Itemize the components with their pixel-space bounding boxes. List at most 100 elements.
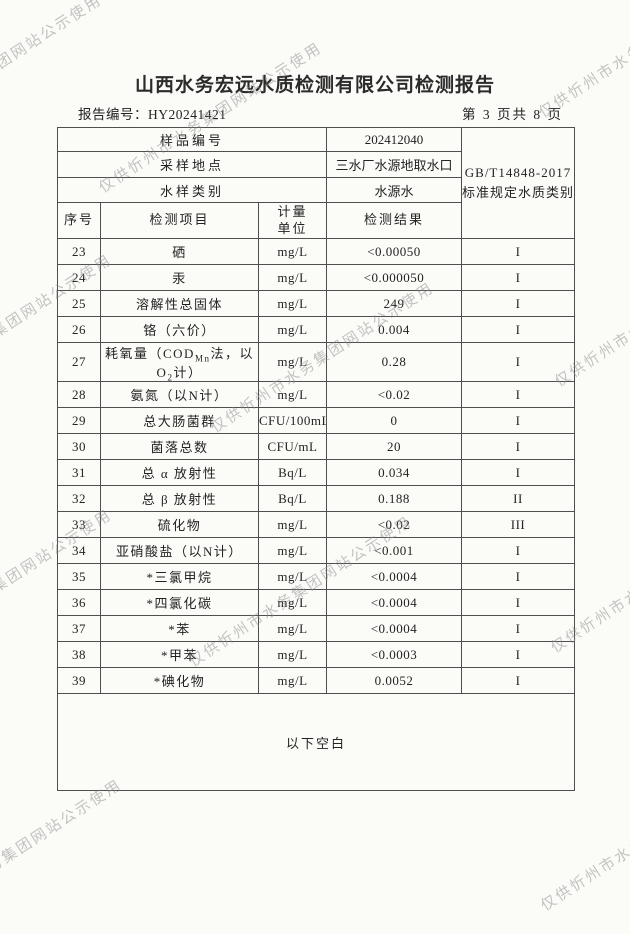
unit: mg/L [258, 589, 327, 616]
result: <0.000050 [326, 264, 462, 291]
item-label: 总 β 放射性 [100, 485, 259, 512]
category: I [461, 316, 575, 343]
result: <0.0003 [326, 641, 462, 668]
row-no: 32 [57, 485, 101, 512]
unit: CFU/100mL [258, 407, 327, 434]
item-label: 铬（六价） [100, 316, 259, 343]
item-label: 亚硝酸盐（以N计） [100, 537, 259, 564]
item-label: *碘化物 [100, 667, 259, 694]
row-no: 31 [57, 459, 101, 486]
blank-note: 以下空白 [57, 693, 575, 791]
unit: mg/L [258, 667, 327, 694]
category: I [461, 407, 575, 434]
col-header-no: 序号 [57, 202, 101, 239]
column-header-row: 序号 检测项目 计量 单位 检测结果 [57, 202, 575, 239]
table-row: 35 *三氯甲烷 mg/L <0.0004 I [57, 563, 575, 590]
table-row: 36 *四氯化碳 mg/L <0.0004 I [57, 589, 575, 616]
unit: mg/L [258, 381, 327, 408]
category: I [461, 563, 575, 590]
unit: mg/L [258, 238, 327, 265]
category: III [461, 511, 575, 538]
unit: mg/L [258, 641, 327, 668]
category: I [461, 641, 575, 668]
results-table: 样品编号 202412040 GB/T14848-2017 标准规定水质类别 采… [57, 127, 575, 791]
table-row: 32 总 β 放射性 Bq/L 0.188 II [57, 485, 575, 512]
row-no: 24 [57, 264, 101, 291]
category: I [461, 342, 575, 382]
unit: mg/L [258, 316, 327, 343]
result: 0.188 [326, 485, 462, 512]
row-no: 29 [57, 407, 101, 434]
category: I [461, 589, 575, 616]
unit: mg/L [258, 511, 327, 538]
unit: mg/L [258, 537, 327, 564]
water-type-label: 水样类别 [57, 177, 327, 203]
result: 0.28 [326, 342, 462, 382]
standard-category-cell: GB/T14848-2017 标准规定水质类别 [461, 127, 575, 239]
category: I [461, 537, 575, 564]
unit: CFU/mL [258, 433, 327, 460]
table-row: 27 耗氧量（CODMn法，以O2计） mg/L 0.28 I [57, 342, 575, 382]
result: <0.02 [326, 511, 462, 538]
col-header-unit-line1: 计量 [277, 204, 308, 220]
item-label: 汞 [100, 264, 259, 291]
category: II [461, 485, 575, 512]
col-header-item: 检测项目 [100, 202, 259, 239]
result: 0.034 [326, 459, 462, 486]
row-no: 26 [57, 316, 101, 343]
unit: mg/L [258, 290, 327, 317]
item-label: 硒 [100, 238, 259, 265]
category: I [461, 238, 575, 265]
row-no: 28 [57, 381, 101, 408]
item-label: 总 α 放射性 [100, 459, 259, 486]
result: 20 [326, 433, 462, 460]
table-row: 34 亚硝酸盐（以N计） mg/L <0.001 I [57, 537, 575, 564]
table-row: 26 铬（六价） mg/L 0.004 I [57, 316, 575, 343]
col-header-unit: 计量 单位 [258, 202, 327, 239]
result: 0.004 [326, 316, 462, 343]
table-row: 31 总 α 放射性 Bq/L 0.034 I [57, 459, 575, 486]
table-row: 24 汞 mg/L <0.000050 I [57, 264, 575, 291]
table-row: 37 *苯 mg/L <0.0004 I [57, 615, 575, 642]
standard-desc: 标准规定水质类别 [462, 185, 575, 200]
row-no: 35 [57, 563, 101, 590]
report-title: 山西水务宏远水质检测有限公司检测报告 [134, 75, 495, 96]
sampling-site-value: 三水厂水源地取水口 [326, 151, 462, 178]
result: <0.02 [326, 381, 462, 408]
item-label: 菌落总数 [100, 433, 259, 460]
item-label: 溶解性总固体 [100, 290, 259, 317]
sample-no-label: 样品编号 [57, 127, 327, 152]
item-label: *三氯甲烷 [100, 563, 259, 590]
table-row: 23 硒 mg/L <0.00050 I [57, 238, 575, 265]
item-label: *甲苯 [100, 641, 259, 668]
col-header-result: 检测结果 [326, 202, 462, 239]
unit: mg/L [258, 563, 327, 590]
table-row: 30 菌落总数 CFU/mL 20 I [57, 433, 575, 460]
row-no: 37 [57, 615, 101, 642]
item-label: 氨氮（以N计） [100, 381, 259, 408]
result: 0.0052 [326, 667, 462, 694]
result: <0.001 [326, 537, 462, 564]
unit: Bq/L [258, 459, 327, 486]
item-label: *四氯化碳 [100, 589, 259, 616]
row-no: 36 [57, 589, 101, 616]
item-label: 总大肠菌群 [100, 407, 259, 434]
result: <0.0004 [326, 615, 462, 642]
page-number-info: 第 3 页共 8 页 [462, 107, 563, 122]
sample-no-value: 202412040 [326, 127, 462, 152]
col-header-unit-line2: 单位 [277, 220, 308, 236]
unit: mg/L [258, 264, 327, 291]
unit: Bq/L [258, 485, 327, 512]
row-no: 27 [57, 342, 101, 382]
table-row: 38 *甲苯 mg/L <0.0003 I [57, 641, 575, 668]
category: I [461, 615, 575, 642]
table-row: 28 氨氮（以N计） mg/L <0.02 I [57, 381, 575, 408]
row-no: 25 [57, 290, 101, 317]
category: I [461, 264, 575, 291]
standard-code: GB/T14848-2017 [464, 164, 572, 180]
report-meta: 报告编号：HY20241421 第 3 页共 8 页 [57, 103, 574, 123]
results-body: 23 硒 mg/L <0.00050 I 24 汞 mg/L <0.000050 I 25 溶解性总固… [57, 238, 575, 694]
result: 0 [326, 407, 462, 434]
info-row-sample-no: 样品编号 202412040 GB/T14848-2017 标准规定水质类别 [57, 127, 575, 239]
